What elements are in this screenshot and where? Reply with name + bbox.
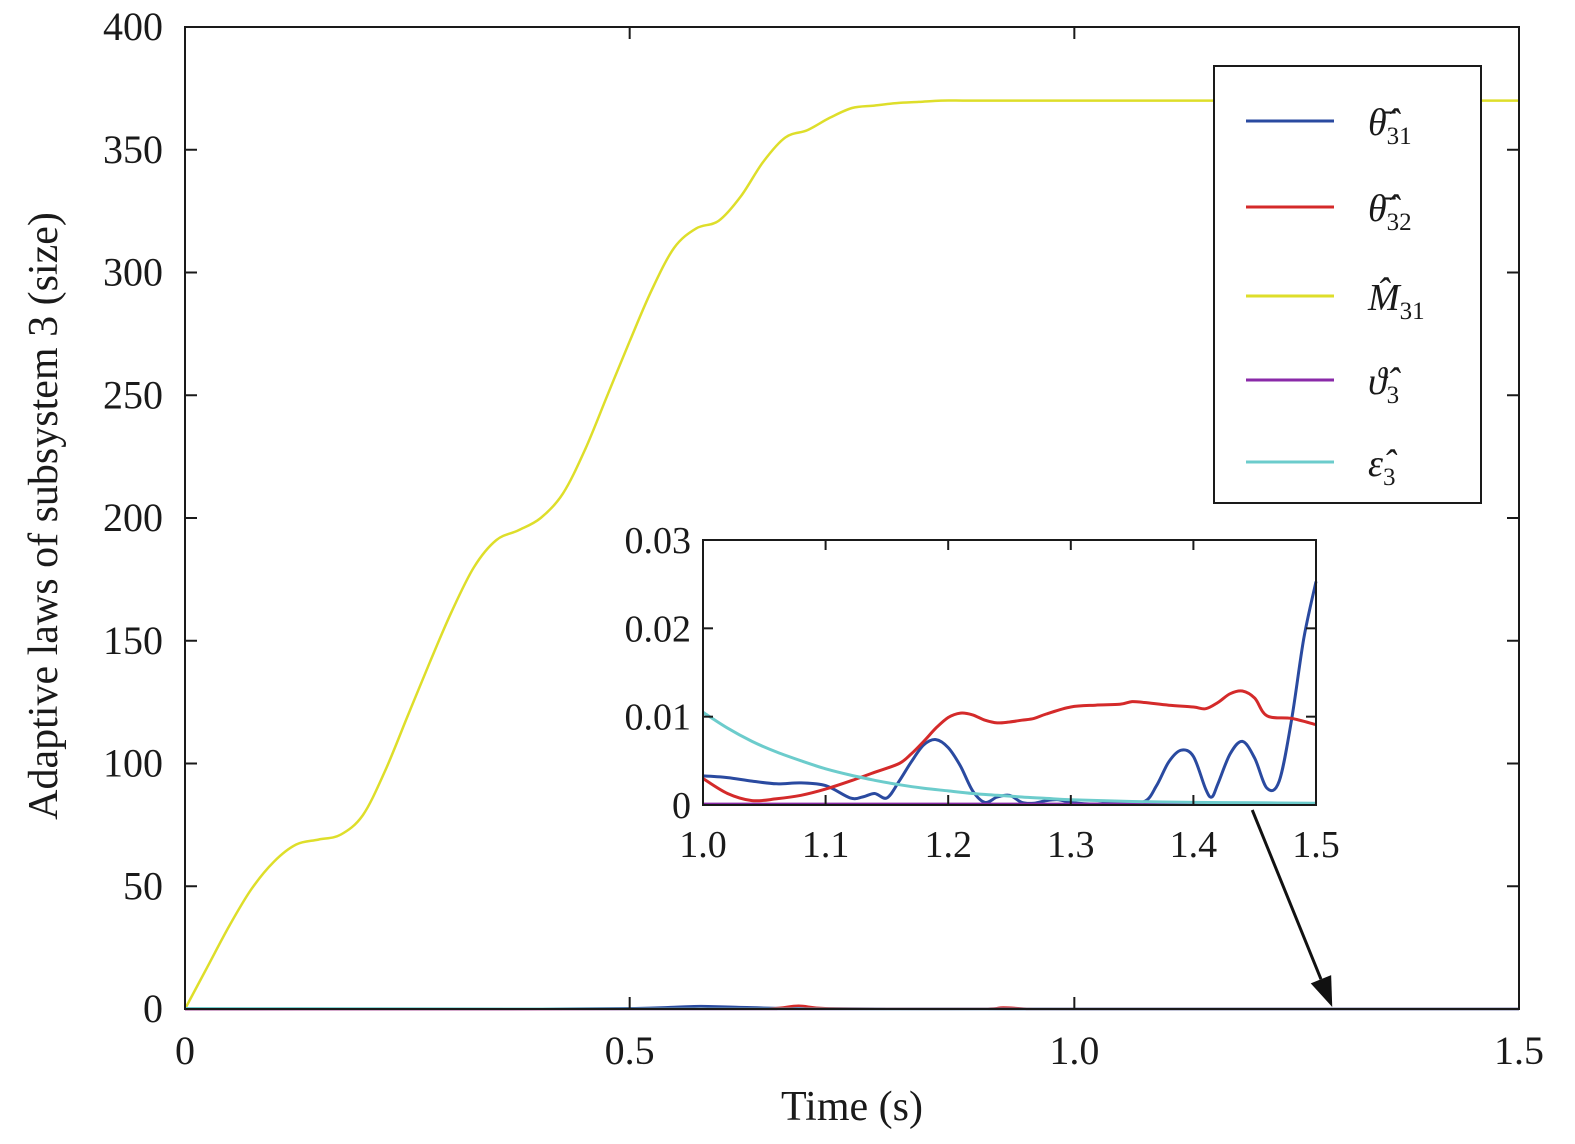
inset-series-line-2 [702, 689, 1317, 803]
main-y-tick-label: 150 [103, 618, 163, 663]
main-x-tick-label: 1.0 [1049, 1028, 1099, 1073]
zoom-arrow [1250, 809, 1333, 1007]
main-plot: 0 0.5 1.0 1.5 0 50 100 150 200 250 300 350 400 Time … [21, 4, 1544, 1130]
inset-x-tick-label: 1.4 [1170, 824, 1218, 866]
inset-plot-frame [702, 539, 1317, 806]
main-axis-ticks: 0 0.5 1.0 1.5 0 50 100 150 200 250 300 350 400 [103, 4, 1544, 1073]
main-y-tick-label: 200 [103, 495, 163, 540]
inset-y-tick-label: 0.02 [625, 608, 692, 650]
main-x-tick-label: 0.5 [605, 1028, 655, 1073]
main-x-tick-label: 0 [175, 1028, 195, 1073]
main-y-tick-label: 250 [103, 372, 163, 417]
inset-y-tick-label: 0.03 [625, 520, 692, 562]
legend-box [1213, 65, 1482, 504]
inset-series-line-4 [702, 711, 1317, 805]
main-y-tick-label: 100 [103, 741, 163, 786]
x-axis-title: Time (s) [781, 1084, 923, 1130]
main-series-line-3 [183, 99, 1519, 1010]
inset-x-tick-label: 1.1 [802, 824, 850, 866]
main-x-tick-label: 1.5 [1494, 1028, 1544, 1073]
legend: θ̄̂31θ̄̂32M̂31ϑ̂3ε̂3 [1213, 65, 1482, 504]
zoom-arrow-head [1310, 975, 1333, 1007]
y-axis-title: Adaptive laws of subsystem 3 (size) [21, 212, 67, 820]
main-y-tick-label: 50 [123, 863, 163, 908]
inset-x-tick-label: 1.2 [924, 824, 972, 866]
inset-x-tick-label: 1.5 [1292, 824, 1340, 866]
inset-plot: 1.0 1.1 1.2 1.3 1.4 1.5 0 0.01 0.02 0.03 [625, 520, 1340, 866]
inset-x-tick-label: 1.3 [1047, 824, 1095, 866]
inset-x-tick-label: 1.0 [679, 824, 727, 866]
main-y-tick-label: 350 [103, 127, 163, 172]
inset-y-tick-label: 0.01 [625, 697, 692, 739]
inset-y-tick-label: 0 [672, 785, 691, 827]
inset-axis-ticks: 1.0 1.1 1.2 1.3 1.4 1.5 0 0.01 0.02 0.03 [625, 520, 1340, 866]
main-y-tick-label: 400 [103, 4, 163, 49]
zoom-arrow-shaft [1250, 809, 1323, 980]
main-y-tick-label: 300 [103, 250, 163, 295]
main-y-tick-label: 0 [143, 986, 163, 1031]
